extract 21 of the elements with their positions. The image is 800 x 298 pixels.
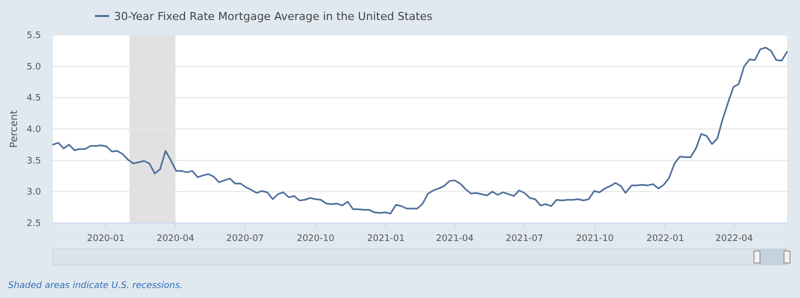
x-tick-label: 2021-01 (367, 234, 405, 244)
x-tick-label: 2020-04 (156, 234, 195, 244)
y-tick-label: 2.5 (26, 219, 41, 229)
text: Shaded areas indicate U.S. recessions. (8, 281, 183, 291)
legend-label: 30-Year Fixed Rate Mortgage Average in the United States (114, 10, 433, 23)
x-tick-label: 2022-04 (715, 234, 754, 244)
line-series (52, 46, 788, 214)
x-tick-label: 2020-07 (226, 234, 264, 244)
y-tick-label: 5.5 (26, 31, 41, 41)
y-tick-label: 5.0 (26, 62, 42, 72)
x-tick-label: 2021-10 (576, 234, 614, 244)
y-tick-label: 3.0 (26, 188, 42, 198)
y-tick-label: 4.5 (26, 94, 41, 104)
x-tick-label: 2021-04 (436, 234, 474, 244)
y-tick-label: 4.0 (26, 125, 42, 135)
x-tick-label: 2020-10 (296, 234, 335, 244)
x-tick-label: 2021-07 (506, 234, 544, 244)
y-axis-title: Percent (9, 110, 20, 148)
x-tick-label: 2022-01 (646, 234, 684, 244)
y-tick-label: 3.5 (26, 156, 41, 166)
x-tick-label: 2020-01 (87, 234, 125, 244)
